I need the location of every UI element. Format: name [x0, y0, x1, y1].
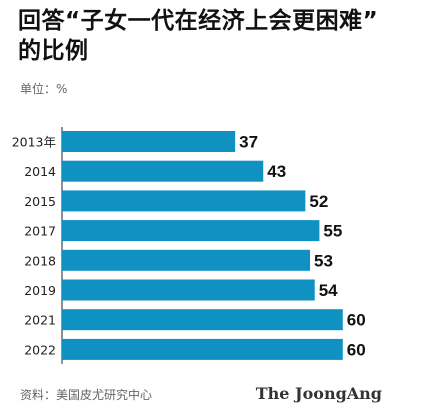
- bar-value-label: 53: [314, 251, 333, 270]
- chart-title-line-1: 回答“子女一代在经济上会更困难”: [18, 8, 379, 34]
- chart-title: 回答“子女一代在经济上会更困难” 的比例: [18, 6, 413, 66]
- bar: [62, 160, 264, 182]
- bar-value-label: 43: [267, 162, 286, 181]
- bar-group: 2015 52: [24, 190, 328, 212]
- bar: [62, 279, 315, 301]
- bar-group: 2017 55: [24, 220, 342, 242]
- bar: [62, 249, 311, 271]
- bar-group: 2021 60: [24, 309, 366, 331]
- brand-logo: The JoongAng: [255, 384, 382, 403]
- category-tick-label: 2018: [24, 253, 56, 268]
- bar-value-label: 55: [323, 222, 342, 241]
- category-tick-label: 2019: [24, 283, 56, 298]
- bar-value-label: 54: [319, 281, 338, 300]
- bar-group: 2014 43: [24, 160, 286, 182]
- unit-label: 单位：%: [20, 82, 68, 96]
- source-label: 资料：美国皮尤研究中心: [20, 388, 153, 402]
- bar: [62, 190, 306, 212]
- bar-group: 2013年 37: [12, 131, 258, 152]
- bar-group: 2018 53: [24, 249, 333, 271]
- category-tick-label: 2022: [24, 342, 56, 357]
- bar-value-label: 37: [239, 133, 258, 152]
- category-tick-label: 2015: [24, 194, 56, 209]
- bar: [62, 131, 236, 152]
- category-tick-label: 2013年: [12, 135, 56, 150]
- bar-value-label: 60: [347, 340, 366, 359]
- bar: [62, 220, 320, 242]
- bar: [62, 338, 343, 360]
- bar-value-label: 60: [347, 311, 366, 330]
- category-tick-label: 2014: [24, 164, 56, 179]
- bar-value-label: 52: [309, 192, 328, 211]
- bar-group: 2019 54: [24, 279, 338, 301]
- bar: [62, 309, 343, 331]
- bar-group: 2022 60: [24, 338, 366, 360]
- chart-title-line-2: 的比例: [18, 38, 89, 64]
- category-tick-label: 2021: [24, 313, 56, 328]
- category-tick-label: 2017: [24, 224, 56, 239]
